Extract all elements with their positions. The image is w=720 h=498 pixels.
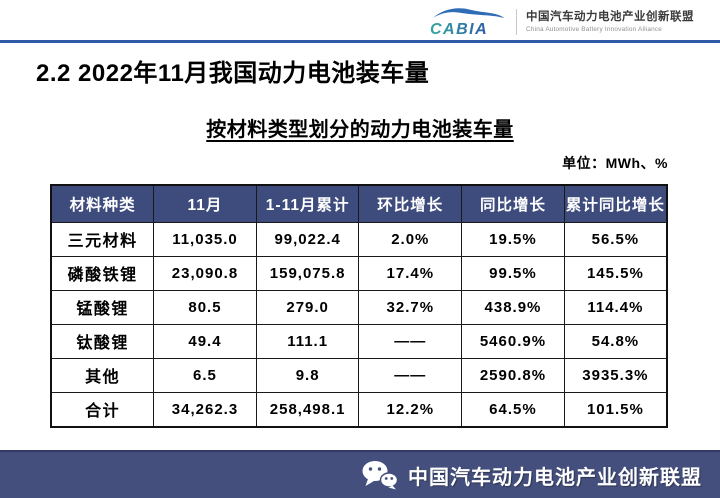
cabia-logo-icon: CABIA (430, 8, 504, 38)
cell-material: 合计 (50, 391, 155, 428)
cell-material: 钛酸锂 (50, 323, 155, 359)
table-head: 材料种类 11月 1-11月累计 环比增长 同比增长 累计同比增长 (50, 184, 668, 223)
col-november: 11月 (153, 184, 257, 223)
cell-value: 2.0% (358, 222, 463, 257)
col-mom-growth: 环比增长 (358, 184, 463, 223)
cell-value: 32.7% (358, 289, 463, 325)
cell-value: 19.5% (461, 222, 565, 257)
wechat-icon (362, 461, 399, 490)
cell-value: —— (358, 357, 463, 393)
cell-value: 23,090.8 (153, 255, 257, 291)
cell-value: 99,022.4 (255, 222, 360, 257)
logo-divider (516, 9, 517, 35)
cell-value: 17.4% (358, 255, 463, 291)
table-row: 锰酸锂 80.5 279.0 32.7% 438.9% 114.4% (50, 289, 668, 325)
cell-material: 锰酸锂 (50, 289, 155, 325)
unit-note: 单位：MWh、% (562, 155, 668, 171)
cell-material: 磷酸铁锂 (50, 255, 155, 291)
cell-value: 9.8 (255, 357, 360, 393)
page-title: 2.2 2022年11月我国动力电池装车量 (36, 60, 430, 87)
cell-value: 3935.3% (563, 357, 668, 393)
footer-org-name: 中国汽车动力电池产业创新联盟 (408, 466, 702, 489)
col-yoy-growth: 同比增长 (461, 184, 565, 223)
table-row: 钛酸锂 49.4 111.1 —— 5460.9% 54.8% (50, 323, 668, 359)
car-swoosh-icon (433, 8, 504, 18)
cell-value: —— (358, 323, 463, 359)
header-rule (0, 40, 720, 43)
cell-value: 34,262.3 (153, 391, 257, 428)
cell-value: 56.5% (563, 222, 668, 257)
cell-value: 80.5 (153, 289, 257, 325)
table-row: 磷酸铁锂 23,090.8 159,075.8 17.4% 99.5% 145.… (50, 255, 668, 291)
cell-value: 12.2% (358, 391, 463, 428)
cell-value: 5460.9% (461, 323, 565, 359)
cell-value: 2590.8% (461, 357, 565, 393)
table-row-total: 合计 34,262.3 258,498.1 12.2% 64.5% 101.5% (50, 391, 668, 428)
cell-value: 101.5% (563, 391, 668, 428)
table-body: 三元材料 11,035.0 99,022.4 2.0% 19.5% 56.5% … (50, 222, 668, 428)
table-row: 其他 6.5 9.8 —— 2590.8% 3935.3% (50, 357, 668, 393)
col-cumulative: 1-11月累计 (255, 184, 360, 223)
cell-value: 64.5% (461, 391, 565, 428)
logo-wordmark: CABIA (430, 21, 488, 38)
org-name-cn: 中国汽车动力电池产业创新联盟 (526, 10, 694, 23)
cell-value: 49.4 (153, 323, 257, 359)
cell-material: 其他 (50, 357, 155, 393)
col-cum-yoy-growth: 累计同比增长 (563, 184, 668, 223)
cell-value: 438.9% (461, 289, 565, 325)
cell-value: 111.1 (255, 323, 360, 359)
cell-value: 11,035.0 (153, 222, 257, 257)
cell-material: 三元材料 (50, 222, 155, 257)
battery-installation-table: 材料种类 11月 1-11月累计 环比增长 同比增长 累计同比增长 三元材料 1… (50, 184, 668, 428)
cell-value: 6.5 (153, 357, 257, 393)
header-row: 材料种类 11月 1-11月累计 环比增长 同比增长 累计同比增长 (50, 184, 668, 223)
col-material: 材料种类 (50, 184, 155, 223)
cabia-logo-group: CABIA 中国汽车动力电池产业创新联盟 China Automotive Ba… (427, 5, 694, 39)
table-row: 三元材料 11,035.0 99,022.4 2.0% 19.5% 56.5% (50, 222, 668, 257)
header-band: CABIA 中国汽车动力电池产业创新联盟 China Automotive Ba… (0, 0, 720, 40)
org-text-block: 中国汽车动力电池产业创新联盟 China Automotive Battery … (526, 11, 694, 34)
cell-value: 258,498.1 (255, 391, 360, 428)
table-title: 按材料类型划分的动力电池装车量 (206, 119, 514, 141)
cell-value: 99.5% (461, 255, 565, 291)
org-name-en: China Automotive Battery Innovation Alli… (526, 25, 662, 33)
footer-bar: 中国汽车动力电池产业创新联盟 (0, 450, 720, 498)
cell-value: 279.0 (255, 289, 360, 325)
cell-value: 114.4% (563, 289, 668, 325)
cell-value: 54.8% (563, 323, 668, 359)
cell-value: 145.5% (563, 255, 668, 291)
cell-value: 159,075.8 (255, 255, 360, 291)
